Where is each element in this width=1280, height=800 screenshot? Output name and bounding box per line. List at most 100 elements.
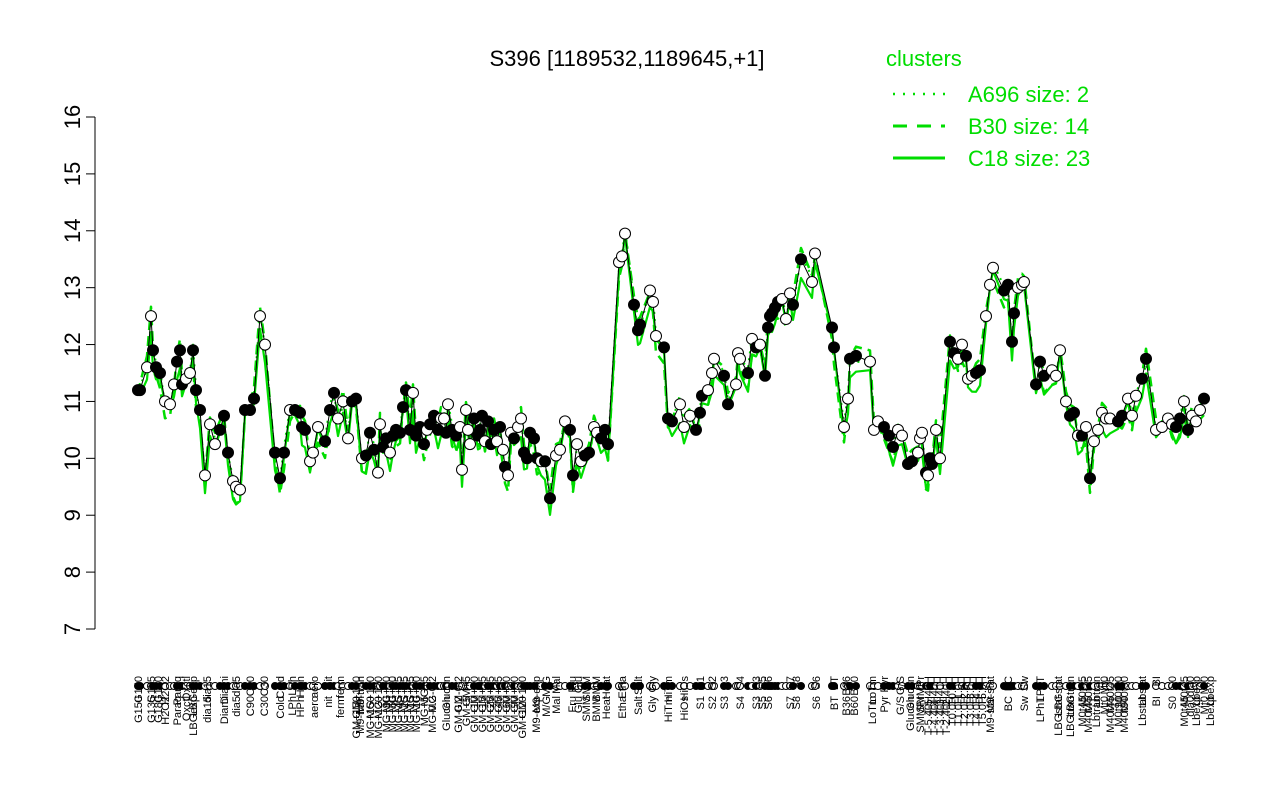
y-axis: 7 8 9 10 11 12 13 14 15 16 <box>60 105 96 635</box>
x-tick-label-lower: LPh <box>287 696 299 716</box>
x-tick-label-lower: Cold <box>275 696 287 719</box>
data-point <box>628 298 640 311</box>
data-point <box>1034 355 1046 368</box>
x-tick-label-lower: Diami <box>219 696 231 724</box>
x-tick-label: T0.0H <box>947 676 959 706</box>
data-point <box>616 250 628 263</box>
x-tick-label-lower: BT <box>829 696 841 710</box>
data-point <box>762 321 774 334</box>
data-point <box>442 398 454 411</box>
x-tick-label: SMM <box>581 676 593 702</box>
x-tick-label-lower: HPh <box>295 696 307 717</box>
x-tick-label: M9-tran <box>355 676 367 714</box>
x-tick-label: Salt <box>633 676 645 695</box>
x-tick-label: Lbtran <box>1091 676 1103 707</box>
x-tick-label: MG+150 <box>365 676 377 719</box>
rug-marker <box>710 682 718 690</box>
x-tick-label-lower: B36 <box>841 696 853 716</box>
x-tick-label-lower: SMM <box>581 696 593 722</box>
x-tick-label-lower: S6 <box>811 696 823 709</box>
data-point <box>1194 404 1206 416</box>
data-point <box>1068 406 1080 419</box>
x-tick-label: HiOs <box>679 676 691 701</box>
x-tick-label: HiTm <box>663 676 675 702</box>
x-tick-label-lower: G180 <box>153 696 165 723</box>
rug-marker <box>261 682 269 690</box>
data-point <box>274 472 286 485</box>
data-point <box>1018 276 1030 288</box>
data-point <box>1178 395 1190 408</box>
x-tick-label: HPh <box>295 676 307 697</box>
y-tick-label: 11 <box>60 390 85 413</box>
data-point <box>678 421 690 433</box>
data-point <box>1050 369 1062 382</box>
data-point <box>599 423 611 436</box>
x-tick-label: LBGexp <box>188 676 200 716</box>
x-tick-label-lower: aero <box>309 696 321 718</box>
data-point <box>394 426 406 439</box>
x-tick-label: S4 <box>735 676 747 689</box>
x-tick-label-lower: LBGtran <box>1065 696 1077 737</box>
data-point <box>694 406 706 419</box>
x-tick-label-lower: Salt <box>633 696 645 715</box>
data-point <box>1030 378 1042 391</box>
x-tick-label-lower: T0.0H <box>947 696 959 726</box>
x-tick-label: GM+45 <box>493 676 505 712</box>
data-point <box>619 227 631 240</box>
data-point <box>930 423 942 436</box>
x-tick-label: MG+15 <box>405 676 417 712</box>
x-tick-label: LPhT <box>1035 676 1047 703</box>
data-point <box>145 310 157 323</box>
data-point <box>364 426 376 439</box>
y-tick-label: 12 <box>60 332 85 356</box>
data-point <box>742 367 754 379</box>
data-point <box>374 418 386 431</box>
data-point <box>702 384 714 397</box>
data-point <box>299 423 311 436</box>
x-tick-label: Lbexp <box>1191 676 1203 706</box>
data-point <box>690 423 702 436</box>
data-point <box>684 409 696 422</box>
x-tick-label: GM+150 <box>351 676 363 719</box>
data-point <box>497 443 509 456</box>
x-tick-label-lower: G/S <box>895 696 907 715</box>
data-point <box>850 349 862 362</box>
x-tick-label-lower: C30 <box>259 696 271 716</box>
data-point <box>332 412 344 425</box>
rug-marker <box>852 682 860 690</box>
x-tick-label: G180 <box>153 676 165 703</box>
x-tick-label-lower: SMMPr <box>915 696 927 733</box>
data-point <box>734 352 746 365</box>
x-tick-label: LBGtran <box>1065 676 1077 717</box>
x-tick-label-lower: MG+120 <box>373 696 385 739</box>
x-tick-label: G150 <box>133 676 145 703</box>
x-tick-label-lower: M9-exp <box>531 696 543 733</box>
x-tick-label: dia15 <box>202 676 214 703</box>
x-tick-label: Pyr <box>879 676 891 693</box>
x-tick-label: BT <box>829 676 841 690</box>
x-tick-label-lower: Mt0 <box>1199 696 1211 714</box>
x-tick-label-lower: S0 <box>1167 696 1179 709</box>
x-tick-label-lower: S6 <box>763 696 775 709</box>
x-tick-label: GM-0.2 <box>453 676 465 713</box>
x-tick-label-lower: T2.0H <box>959 696 971 726</box>
data-point <box>528 432 540 445</box>
x-tick-label: T3.0H <box>965 676 977 706</box>
x-tick-label-lower: M40t90 <box>1119 696 1131 733</box>
data-point <box>1084 472 1096 485</box>
x-tick-label-lower: MG+5 <box>419 696 431 726</box>
x-tick-label: H2O2 <box>160 676 172 705</box>
data-point <box>1130 389 1142 402</box>
x-tick-label: Mt0 <box>1099 676 1111 694</box>
data-point <box>658 341 670 354</box>
x-tick-label-lower: S5 <box>757 696 769 709</box>
data-point <box>1092 423 1104 436</box>
x-tick-label-lower: S4 <box>735 696 747 709</box>
x-tick-label-lower: dia15 <box>202 696 214 723</box>
data-point <box>199 469 211 482</box>
legend-title: clusters <box>886 46 962 71</box>
x-tick-label: T4.0H <box>971 676 983 706</box>
x-tick-label-lower: Mal <box>551 696 563 714</box>
rug-marker <box>736 682 744 690</box>
x-tick-label: T2.0H <box>959 676 971 706</box>
